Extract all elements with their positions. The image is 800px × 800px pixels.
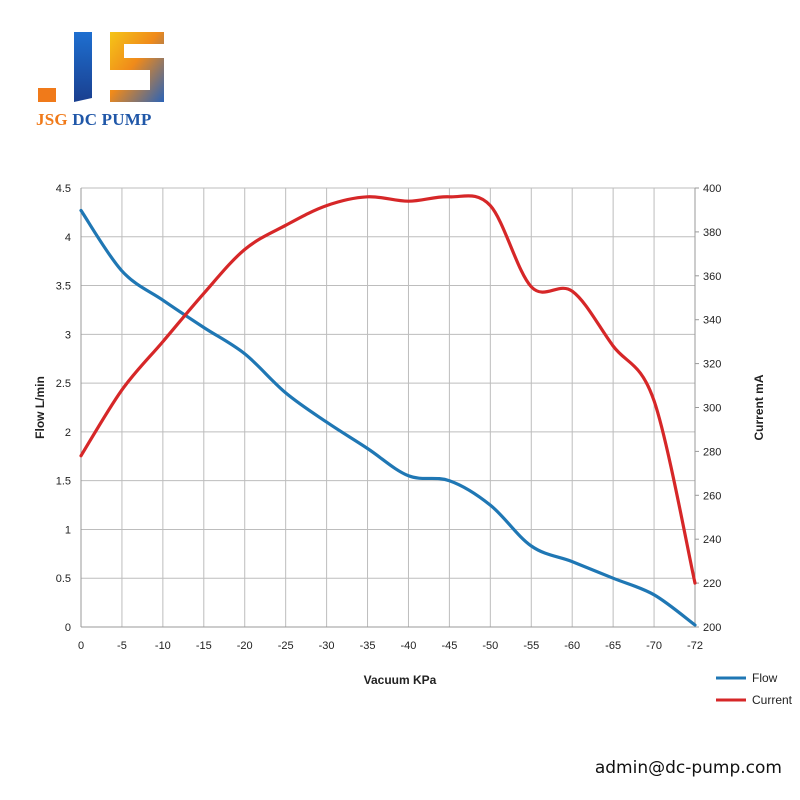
y-right-tick-label: 200 [703,622,721,634]
y-left-tick-label: 4 [65,232,71,244]
x-tick-label: 0 [78,640,84,652]
brand-name-dc-pump: DC PUMP [72,110,152,129]
y-left-tick-label: 0 [65,622,71,634]
legend-label-flow: Flow [752,671,778,685]
contact-email[interactable]: admin@dc-pump.com [594,758,782,778]
y-left-tick-label: 1.5 [56,476,71,488]
y-right-tick-label: 260 [703,490,721,502]
x-tick-label: -20 [237,640,253,652]
y-axis-right-title: Current mA [752,374,766,440]
x-tick-label: -60 [564,640,580,652]
y-right-tick-label: 380 [703,227,721,239]
chart-series [79,194,697,627]
x-tick-label: -45 [441,640,457,652]
series-line-current [79,194,697,585]
x-tick-label: -5 [117,640,127,652]
x-axis-title: Vacuum KPa [364,673,437,687]
y-axis-left-title: Flow L/min [33,376,47,439]
series-line-flow [79,208,697,627]
brand-name: JSG DC PUMP [36,110,152,130]
chart-ticks: 0 -5 -10 -15 -20 -25 -30 -35 -40 -45 -50 -55 -60 -65 -… [56,183,722,652]
brand-name-jsg: JSG [36,110,68,129]
x-tick-label: -30 [319,640,335,652]
y-right-tick-label: 360 [703,271,721,283]
y-left-tick-label: 4.5 [56,183,71,195]
y-right-tick-label: 320 [703,359,721,371]
y-right-tick-label: 340 [703,315,721,327]
y-right-tick-label: 240 [703,534,721,546]
chart-axes [80,187,699,628]
x-tick-label: -65 [605,640,621,652]
y-right-tick-label: 400 [703,183,721,195]
y-left-tick-label: 1 [65,524,71,536]
y-left-tick-label: 0.5 [56,573,71,585]
y-left-tick-label: 2.5 [56,378,71,390]
y-left-tick-label: 2 [65,427,71,439]
x-tick-label: -50 [482,640,498,652]
y-right-tick-label: 220 [703,578,721,590]
x-tick-label: -35 [360,640,376,652]
y-right-tick-label: 300 [703,403,721,415]
y-left-tick-label: 3.5 [56,281,71,293]
x-tick-label: -70 [646,640,662,652]
legend-label-current: Current [752,693,793,707]
y-right-tick-label: 280 [703,446,721,458]
x-tick-label: -72 [687,640,703,652]
y-left-tick-label: 3 [65,329,71,341]
x-tick-label: -55 [523,640,539,652]
x-tick-label: -15 [196,640,212,652]
brand-logo [38,32,164,102]
x-tick-label: -10 [155,640,171,652]
x-tick-label: -25 [278,640,294,652]
chart-legend: Flow Current [716,671,793,707]
x-tick-label: -40 [401,640,417,652]
chart-grid [80,187,696,628]
